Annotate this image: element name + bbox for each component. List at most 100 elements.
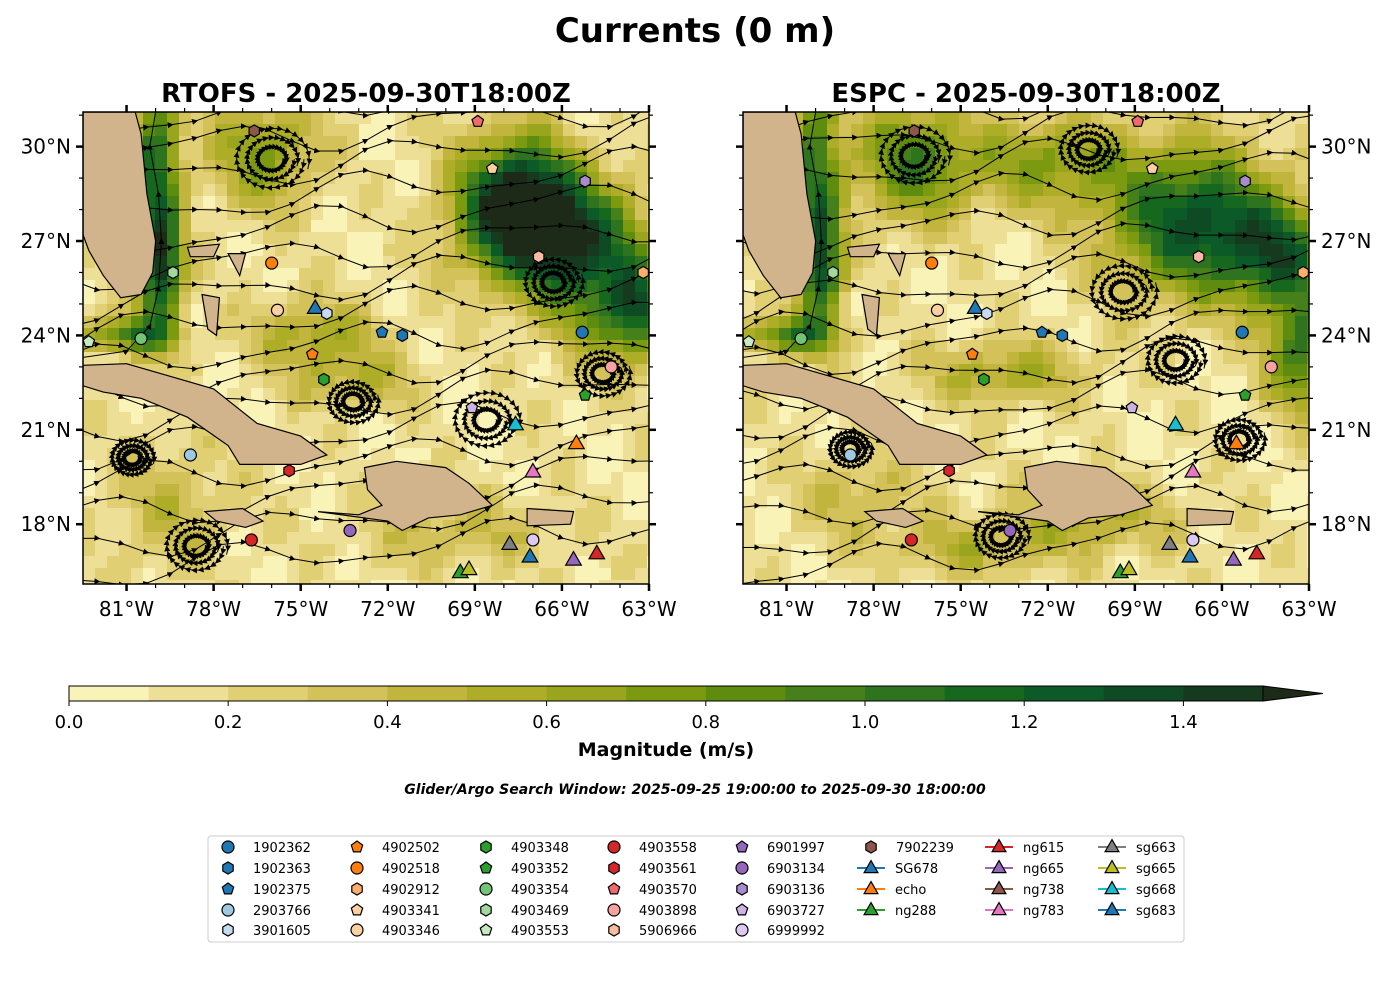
field-cell xyxy=(779,484,792,497)
field-cell xyxy=(755,520,768,533)
field-cell xyxy=(935,520,948,533)
field-cell xyxy=(503,232,516,245)
field-cell xyxy=(83,412,96,425)
field-cell xyxy=(503,436,516,449)
field-cell xyxy=(623,172,636,185)
field-cell xyxy=(623,436,636,449)
field-cell xyxy=(647,448,649,461)
field-cell xyxy=(611,112,624,125)
field-cell xyxy=(851,580,864,584)
field-cell xyxy=(443,208,456,221)
field-cell xyxy=(275,376,288,389)
field-cell xyxy=(1271,436,1284,449)
marker-1902362 xyxy=(575,325,589,339)
field-cell xyxy=(167,112,180,125)
field-cell xyxy=(167,556,180,569)
legend-label: ng665 xyxy=(1023,862,1064,877)
field-cell xyxy=(623,304,636,317)
field-cell xyxy=(587,580,600,584)
field-cell xyxy=(599,208,612,221)
field-cell xyxy=(947,340,960,353)
field-cell xyxy=(1175,280,1188,293)
field-cell xyxy=(1247,376,1260,389)
legend-item: 4903561 xyxy=(608,861,697,877)
field-cell xyxy=(647,388,649,401)
field-cell xyxy=(419,436,432,449)
field-cell xyxy=(383,196,396,209)
field-cell xyxy=(323,520,336,533)
field-cell xyxy=(815,484,828,497)
field-cell xyxy=(743,352,756,365)
field-cell xyxy=(1055,124,1068,137)
field-cell xyxy=(887,148,900,161)
field-cell xyxy=(623,160,636,173)
field-cell xyxy=(1007,148,1020,161)
field-cell xyxy=(971,172,984,185)
legend-label: 4903558 xyxy=(639,841,697,856)
field-cell xyxy=(1211,196,1224,209)
field-cell xyxy=(815,160,828,173)
field-cell xyxy=(263,352,276,365)
legend-label: sg665 xyxy=(1136,862,1176,877)
field-cell xyxy=(899,184,912,197)
field-cell xyxy=(323,436,336,449)
field-cell xyxy=(887,208,900,221)
field-cell xyxy=(1127,232,1140,245)
field-cell xyxy=(575,340,588,353)
field-cell xyxy=(575,472,588,485)
field-cell xyxy=(1223,364,1236,377)
field-cell xyxy=(503,388,516,401)
field-cell xyxy=(491,424,504,437)
field-cell xyxy=(899,112,912,125)
field-cell xyxy=(923,532,936,545)
field-cell xyxy=(1151,508,1164,521)
field-cell xyxy=(1067,568,1080,581)
field-cell xyxy=(923,364,936,377)
field-cell xyxy=(1259,520,1272,533)
field-cell xyxy=(995,280,1008,293)
field-cell xyxy=(1211,256,1224,269)
field-cell xyxy=(1103,580,1116,584)
field-cell xyxy=(779,316,792,329)
field-cell xyxy=(767,496,780,509)
field-cell xyxy=(275,568,288,581)
field-cell xyxy=(815,424,828,437)
field-cell xyxy=(263,196,276,209)
field-cell xyxy=(827,460,840,473)
field-cell xyxy=(407,388,420,401)
field-cell xyxy=(815,196,828,209)
field-cell xyxy=(491,448,504,461)
marker-2903766 xyxy=(183,448,197,462)
field-cell xyxy=(431,388,444,401)
field-cell xyxy=(1139,196,1152,209)
field-cell xyxy=(395,388,408,401)
field-cell xyxy=(311,124,324,137)
field-cell xyxy=(263,148,276,161)
field-cell xyxy=(635,556,648,569)
field-cell xyxy=(299,220,312,233)
field-cell xyxy=(527,280,540,293)
field-cell xyxy=(755,280,768,293)
field-cell xyxy=(983,124,996,137)
field-cell xyxy=(1187,124,1200,137)
field-cell xyxy=(515,544,528,557)
field-cell xyxy=(455,160,468,173)
field-cell xyxy=(191,508,204,521)
field-cell xyxy=(335,280,348,293)
field-cell xyxy=(179,340,192,353)
field-cell xyxy=(1259,388,1272,401)
marker-ng665 xyxy=(564,550,583,566)
field-cell xyxy=(503,556,516,569)
field-cell xyxy=(203,436,216,449)
field-cell xyxy=(455,316,468,329)
marker-4903570 xyxy=(471,114,485,127)
marker-4903558 xyxy=(244,533,258,547)
field-cell xyxy=(1031,376,1044,389)
field-cell xyxy=(1079,160,1092,173)
field-cell xyxy=(839,364,852,377)
colorbar-bin xyxy=(705,686,786,701)
field-cell xyxy=(191,436,204,449)
field-cell xyxy=(923,496,936,509)
field-cell xyxy=(407,424,420,437)
field-cell xyxy=(1175,364,1188,377)
